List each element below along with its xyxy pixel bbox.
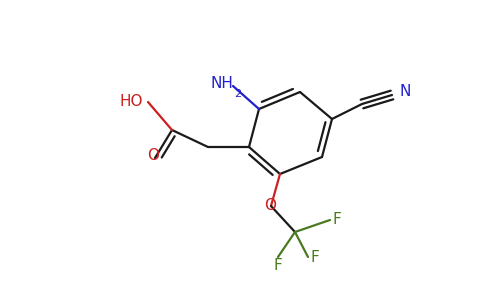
Text: NH: NH [210, 76, 233, 92]
Text: N: N [399, 85, 411, 100]
Text: O: O [264, 199, 276, 214]
Text: HO: HO [120, 94, 143, 110]
Text: F: F [333, 212, 341, 227]
Text: F: F [311, 250, 319, 265]
Text: F: F [273, 257, 282, 272]
Text: 2: 2 [234, 89, 241, 99]
Text: O: O [147, 148, 159, 164]
